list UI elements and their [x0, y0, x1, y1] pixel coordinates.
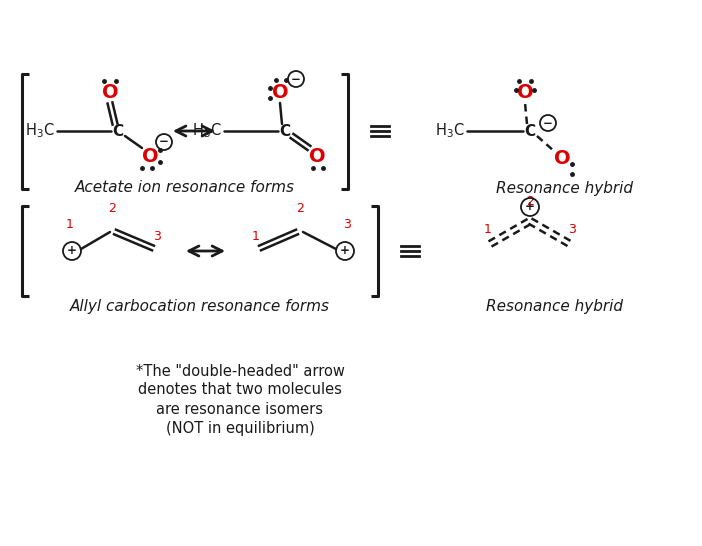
Text: −: −: [159, 135, 169, 149]
Text: denotes that two molecules: denotes that two molecules: [138, 383, 342, 397]
Text: −: −: [291, 73, 301, 86]
Text: O: O: [102, 84, 119, 103]
Text: +: +: [340, 245, 350, 258]
Text: Resonance hybrid: Resonance hybrid: [486, 299, 623, 313]
Text: $\mathsf{H_3C}$: $\mathsf{H_3C}$: [435, 122, 465, 140]
Text: *The "double-headed" arrow: *The "double-headed" arrow: [135, 364, 345, 378]
Text: O: O: [142, 146, 159, 165]
Text: 1: 1: [484, 223, 492, 236]
Text: $\mathsf{H_3C}$: $\mathsf{H_3C}$: [192, 122, 222, 140]
Text: $\mathsf{H_3C}$: $\mathsf{H_3C}$: [25, 122, 55, 140]
Text: (NOT in equilibrium): (NOT in equilibrium): [166, 420, 314, 436]
Text: C: C: [279, 123, 291, 139]
Text: Acetate ion resonance forms: Acetate ion resonance forms: [75, 181, 295, 195]
Text: 3: 3: [568, 223, 576, 236]
Text: Allyl carbocation resonance forms: Allyl carbocation resonance forms: [70, 299, 330, 313]
Text: O: O: [309, 146, 325, 165]
Text: 2: 2: [526, 195, 534, 208]
Text: 3: 3: [153, 230, 161, 243]
Text: 3: 3: [343, 218, 351, 231]
Text: O: O: [554, 150, 570, 169]
Text: 1: 1: [66, 218, 74, 231]
Text: are resonance isomers: are resonance isomers: [157, 401, 324, 417]
Text: O: O: [517, 84, 534, 103]
Text: 2: 2: [296, 202, 304, 215]
Text: 1: 1: [252, 230, 260, 243]
Text: Resonance hybrid: Resonance hybrid: [496, 181, 633, 195]
Text: +: +: [67, 245, 77, 258]
Text: C: C: [112, 123, 124, 139]
Text: 2: 2: [108, 202, 116, 215]
Text: −: −: [543, 116, 553, 129]
Text: O: O: [272, 84, 289, 103]
Text: +: +: [525, 200, 535, 213]
Text: C: C: [524, 123, 536, 139]
